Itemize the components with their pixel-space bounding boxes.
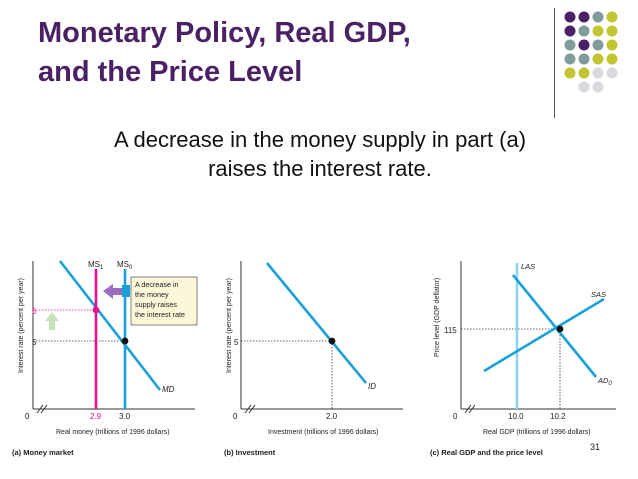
page-number: 31	[590, 442, 600, 452]
panel-c-ad-label: AD0	[597, 376, 612, 387]
panel-c-origin: 0	[453, 412, 458, 421]
panel-a-x-tick-2-9: 2.9	[90, 412, 102, 421]
panel-a-up-arrow-icon	[45, 312, 59, 330]
panel-c-ad-curve	[513, 275, 596, 377]
panel-a-x-tick-3-0: 3.0	[119, 412, 131, 421]
panel-b-id-curve	[267, 263, 366, 383]
panel-b-id-label: ID	[368, 382, 376, 391]
panel-c-y-tick-115: 115	[444, 326, 457, 335]
panel-b-point	[329, 338, 336, 345]
panel-a-money-market: Interest rate (percent per year) 0 6 5 M…	[10, 255, 210, 465]
panel-a-xlabel: Real money (trillions of 1996 dollars)	[56, 429, 170, 436]
dot-row-4	[565, 54, 618, 65]
decorative-dot-grid	[563, 11, 633, 101]
panel-a-md-label: MD	[162, 385, 175, 394]
title-line-1: Monetary Policy, Real GDP,	[38, 17, 411, 49]
dot-row-1	[565, 12, 618, 23]
panel-a-point-old	[122, 338, 129, 345]
panel-b-investment: Interest rate (percent per year) 0 5 ID …	[218, 255, 418, 465]
panel-c-x-tick-10-0: 10.0	[508, 412, 524, 421]
panel-c-xlabel: Real GDP (trillions of 1996 dollars)	[483, 429, 591, 436]
panel-a-note-line-2: the money	[135, 290, 169, 299]
panel-a-note-line-4: the interest rate	[135, 310, 185, 319]
dot-row-5	[565, 68, 618, 79]
panel-c-las-label: LAS	[521, 262, 535, 271]
panel-c-ylabel: Price level (GDP deflator)	[434, 278, 441, 357]
panel-c-sas-curve	[484, 299, 604, 371]
panel-a-arrow-tail	[122, 285, 130, 297]
panel-a-caption: (a) Money market	[12, 448, 74, 457]
panel-c-caption: (c) Real GDP and the price level	[430, 448, 543, 457]
dot-row-3	[565, 40, 618, 51]
panel-a-point-new	[93, 307, 100, 314]
panel-b-x-tick-2-0: 2.0	[326, 412, 338, 421]
panel-b-y-tick-5: 5	[234, 338, 239, 347]
panel-b-origin: 0	[233, 412, 238, 421]
panel-b-ylabel: Interest rate (percent per year)	[226, 278, 233, 373]
subtitle-line-1: A decrease in the money supply in part (…	[40, 125, 600, 154]
slide-subtitle: A decrease in the money supply in part (…	[40, 125, 600, 183]
dot-row-2	[565, 26, 618, 37]
panel-a-ylabel: Interest rate (percent per year)	[18, 278, 25, 373]
panel-c-sas-label: SAS	[591, 290, 606, 299]
panel-b-caption: (b) Investment	[224, 448, 276, 457]
title-line-2: and the Price Level	[38, 56, 302, 88]
panel-a-note-line-3: supply raises	[135, 300, 177, 309]
panel-a-origin: 0	[25, 412, 30, 421]
panel-b-xlabel: Investment (trillions of 1996 dollars)	[268, 429, 379, 436]
panel-c-x-tick-10-2: 10.2	[550, 412, 566, 421]
dot-row-6	[579, 82, 604, 93]
panel-a-note-line-1: A decrease in	[135, 280, 179, 289]
slide-title: Monetary Policy, Real GDP, and the Price…	[38, 14, 558, 92]
panel-a-note-box: A decrease in the money supply raises th…	[131, 277, 197, 325]
panel-a-y-tick-6: 6	[32, 307, 37, 316]
panel-c-real-gdp: Price level (GDP deflator) 0 115 LAS SAS…	[426, 255, 630, 465]
panel-a-y-tick-5: 5	[32, 338, 37, 347]
subtitle-line-2: raises the interest rate.	[40, 154, 600, 183]
panel-c-point	[557, 326, 564, 333]
title-divider	[554, 8, 555, 118]
